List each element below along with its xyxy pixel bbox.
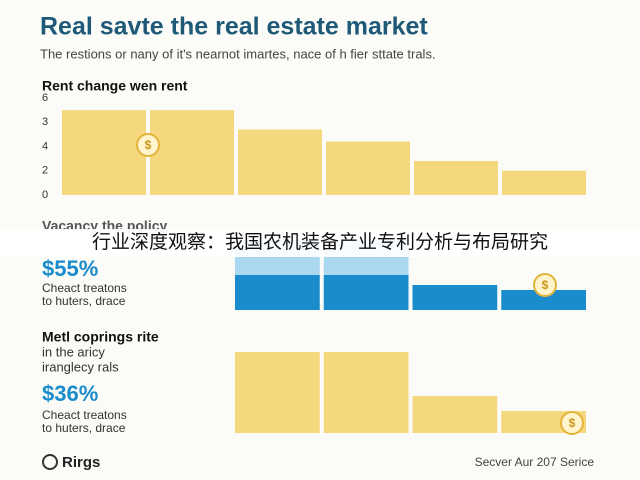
footer-note: Secver Aur 207 Serice [475,455,595,469]
description: to huters, drace [42,421,126,435]
big-value: $55% [42,256,98,281]
big-value: $36% [42,381,98,406]
y-tick-label: 3 [42,116,48,128]
bar [502,170,586,195]
bar [235,275,320,310]
description: Cheact treatons [42,408,127,422]
chart-title: Rent change wen rent [42,78,188,94]
charts: 6 3 4 2 0 $ $ $ [42,92,586,435]
chart-title: Metl coprings rite [42,329,159,345]
coin-icon [560,411,584,435]
bar [238,129,322,195]
banner: 行业深度观察：我国农机装备产业专利分析与布局研究 [92,231,548,253]
y-tick-label: 2 [42,165,48,177]
chart-subtitle: iranglecy rals [42,359,119,374]
description: to huters, drace [42,294,126,308]
y-tick-label: 0 [42,189,48,201]
y-tick-label: 6 [42,92,48,104]
coin-symbol: $ [145,138,152,152]
coin-symbol: $ [569,416,576,430]
coin-symbol: $ [542,278,549,292]
chart-subtitle: in the aricy [42,344,105,359]
subtitle: The restions or nany of it's nearnot ima… [40,46,436,61]
bar [501,290,586,310]
bar [323,352,409,433]
bar [412,285,498,310]
bar [235,352,320,433]
brand-icon [42,454,58,470]
coin-icon [533,273,557,297]
y-tick-label: 4 [42,140,48,152]
title: Real savte the real estate market [40,13,428,41]
brand: Rirgs [62,454,100,471]
bar [414,161,498,195]
description: Cheact treatons [42,281,127,295]
bar [323,275,409,310]
banner-bg [0,229,640,257]
bar [150,110,234,195]
bar [412,396,498,433]
bar [62,110,146,195]
bar [326,141,410,195]
coin-icon [136,133,160,157]
